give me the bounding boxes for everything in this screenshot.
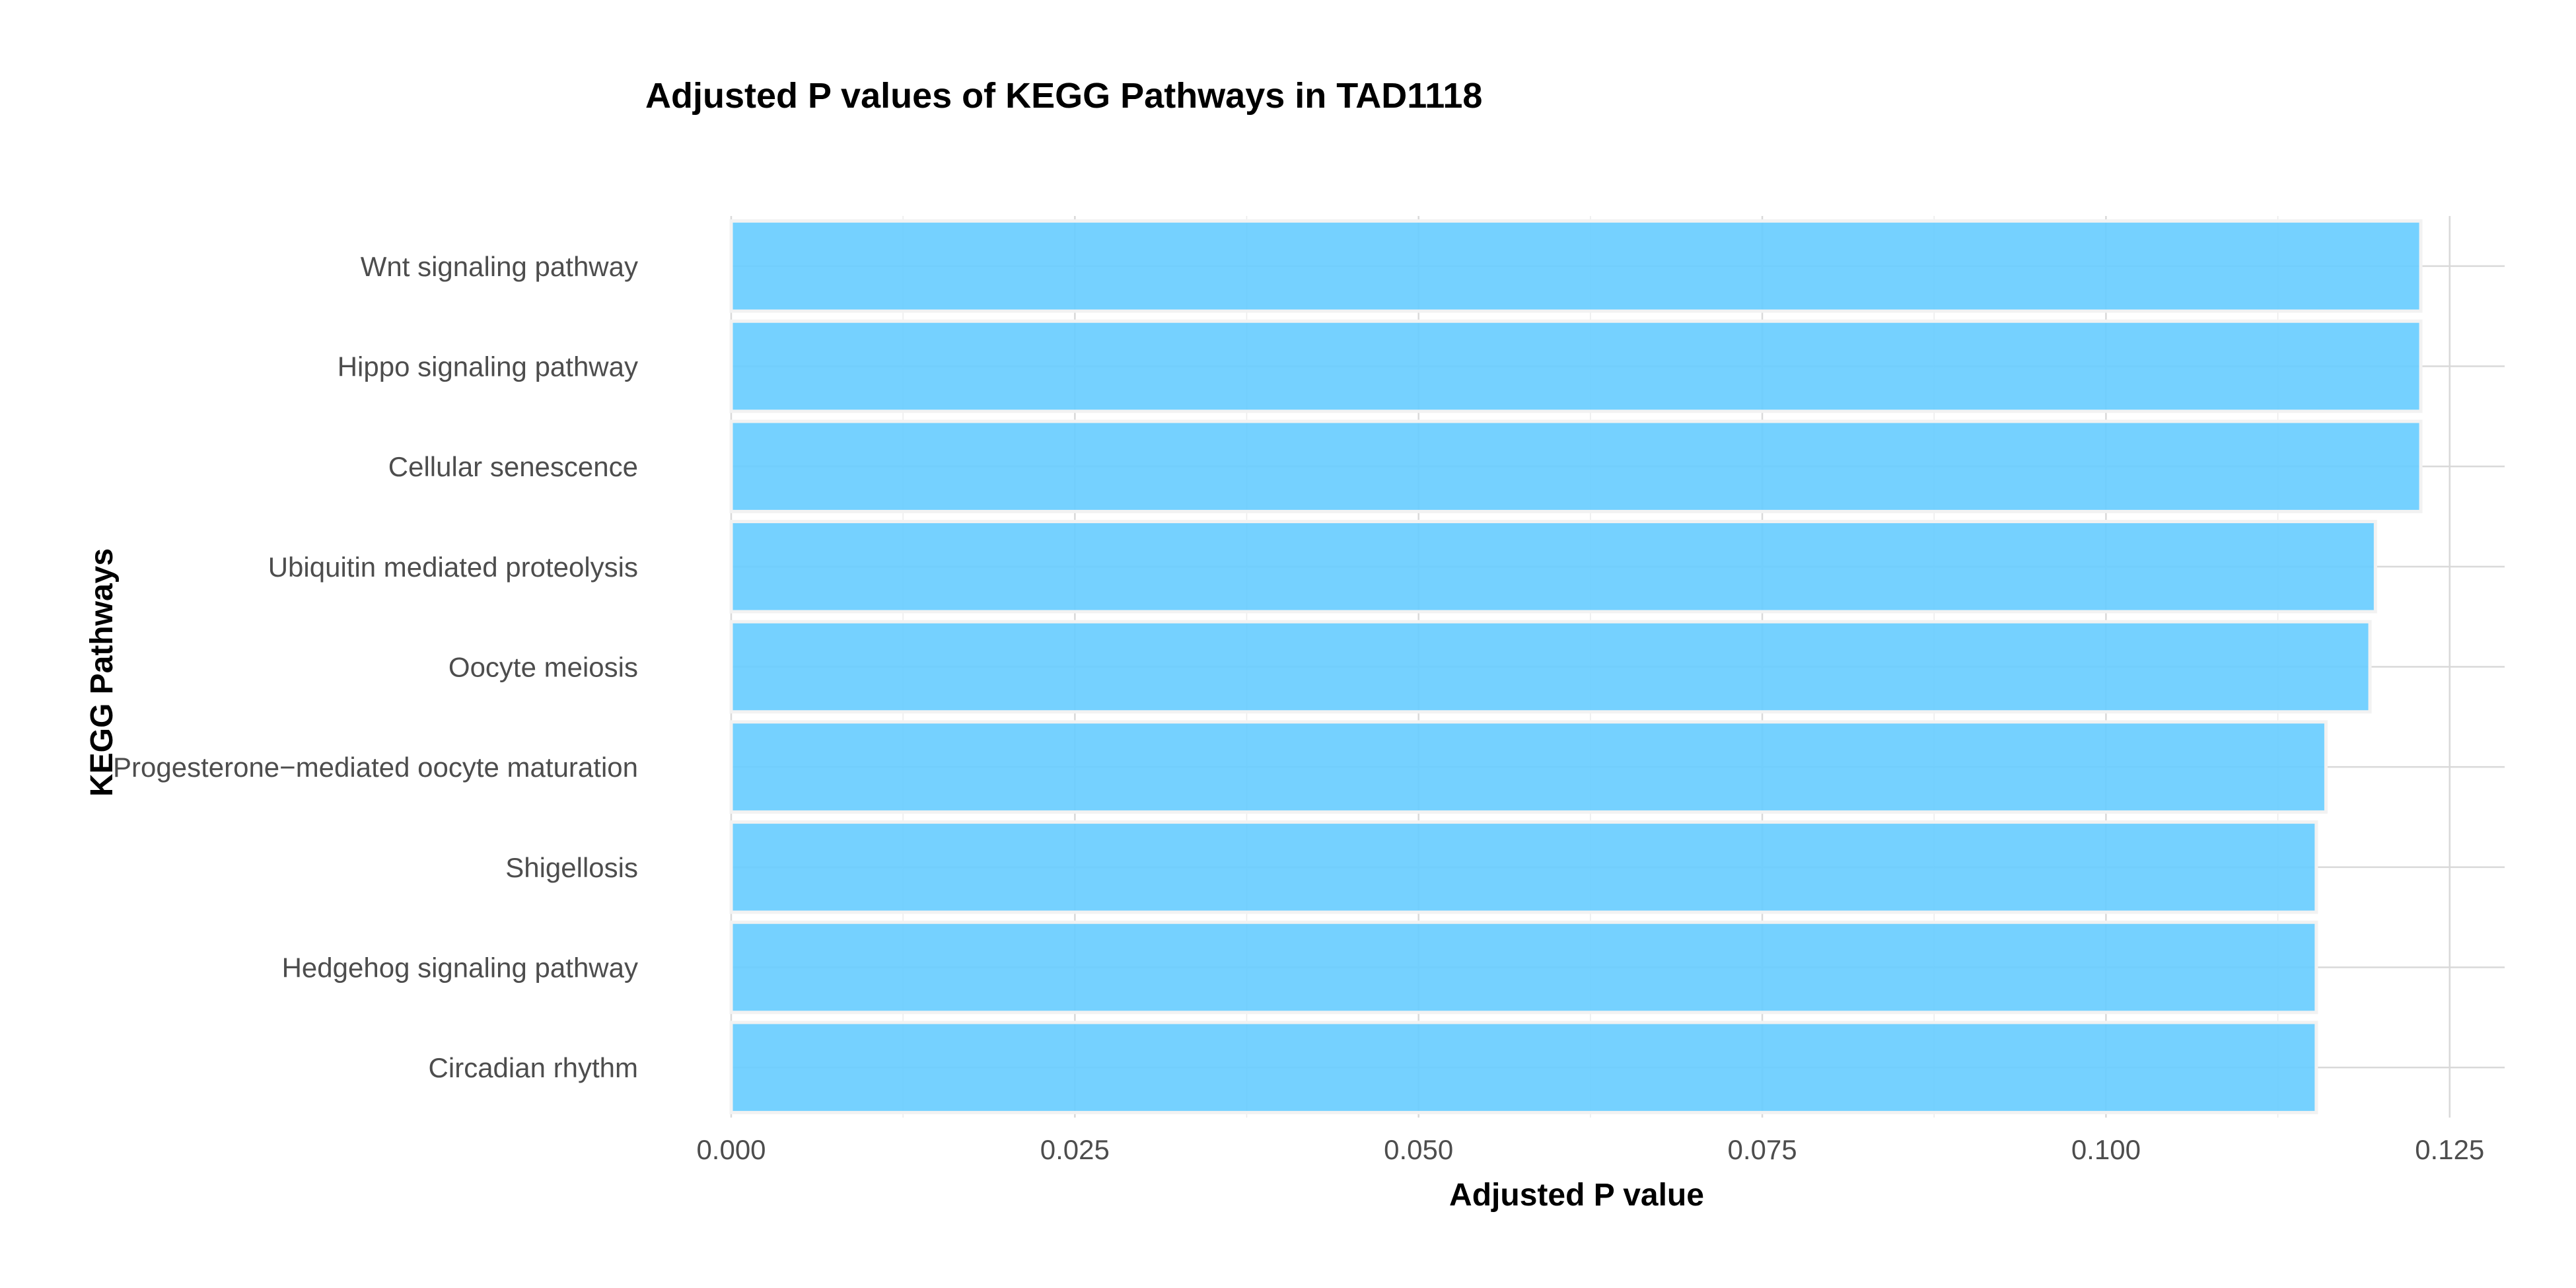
- y-tick-label: Oocyte meiosis: [448, 652, 638, 683]
- y-tick-label: Circadian rhythm: [429, 1052, 638, 1083]
- x-tick-labels: 0.000 0.025 0.050 0.075 0.100 0.125: [696, 1134, 2484, 1165]
- y-tick-label: Hippo signaling pathway: [338, 351, 638, 382]
- bar: [729, 1020, 2318, 1114]
- y-tick-label: Hedgehog signaling pathway: [282, 952, 638, 984]
- bar: [729, 419, 2423, 513]
- bar: [729, 620, 2372, 714]
- bar: [729, 319, 2423, 413]
- x-tick-label: 0.000: [696, 1134, 766, 1165]
- y-tick-labels: Wnt signaling pathway Hippo signaling pat…: [113, 251, 638, 1083]
- y-tick-label: Wnt signaling pathway: [361, 251, 638, 282]
- bar: [729, 920, 2318, 1015]
- y-tick-label: Shigellosis: [505, 852, 638, 883]
- y-tick-label: Ubiquitin mediated proteolysis: [268, 552, 638, 583]
- x-axis-title: Adjusted P value: [1449, 1178, 1704, 1213]
- bar: [729, 720, 2328, 814]
- bar: [729, 820, 2318, 914]
- x-tick-label: 0.025: [1040, 1134, 1110, 1165]
- bar: [729, 219, 2423, 313]
- bars: [729, 219, 2423, 1114]
- y-axis-title: KEGG Pathways: [85, 548, 120, 797]
- x-tick-label: 0.050: [1384, 1134, 1453, 1165]
- chart-title: Adjusted P values of KEGG Pathways in TA…: [645, 76, 1482, 116]
- x-tick-label: 0.125: [2415, 1134, 2484, 1165]
- x-tick-label: 0.100: [2071, 1134, 2141, 1165]
- y-tick-label: Progesterone−mediated oocyte maturation: [113, 752, 638, 783]
- y-tick-label: Cellular senescence: [388, 451, 638, 482]
- bar: [729, 520, 2377, 614]
- x-tick-label: 0.075: [1727, 1134, 1797, 1165]
